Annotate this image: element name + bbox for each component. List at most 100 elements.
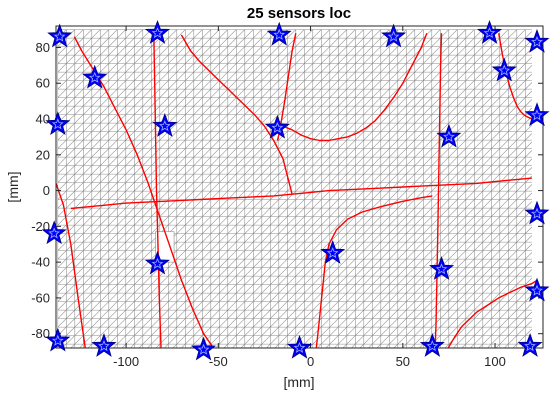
sensor-star-inner	[531, 284, 543, 296]
sensor-star-icon	[436, 123, 462, 148]
y-tick-label: 40	[36, 112, 50, 127]
sensor-star-inner	[524, 340, 536, 352]
sensor-star-icon	[45, 327, 71, 352]
sensor-star-icon	[152, 113, 178, 137]
sensor-star-icon	[524, 28, 550, 53]
curve-6	[315, 195, 433, 348]
sensor-star-icon	[82, 64, 108, 89]
sensor-star-body	[436, 123, 462, 148]
sensor-star-inner	[443, 130, 455, 142]
sensor-star-inner	[271, 121, 284, 133]
sensor-star-inner	[89, 71, 101, 83]
curve-11	[447, 279, 538, 348]
sensor-star-inner	[531, 207, 543, 219]
sensor-star-body	[144, 20, 171, 44]
sensor-star-body	[524, 200, 550, 225]
sensor-star-body	[47, 23, 73, 48]
sensor-star-icon	[477, 20, 502, 44]
curve-1	[70, 177, 532, 210]
mesh-lines	[57, 29, 533, 348]
sensor-star-icon	[419, 333, 445, 357]
sensor-star-body	[428, 256, 455, 280]
sensor-star-inner	[52, 334, 64, 346]
sensor-star-body	[419, 333, 445, 357]
x-tick-label: 0	[307, 354, 314, 369]
y-tick-label: 0	[43, 183, 50, 198]
sensor-star-icon	[524, 277, 550, 302]
sensor-star-icon	[266, 21, 292, 46]
curve-7	[56, 183, 86, 348]
sensor-star-icon	[144, 250, 171, 275]
curve-9	[434, 33, 443, 348]
sensor-star-body	[286, 334, 313, 359]
sensor-star-icon	[428, 256, 455, 280]
sensor-star-icon	[491, 57, 517, 82]
sensor-star-icon	[264, 114, 290, 139]
red-curves	[56, 32, 538, 348]
sensor-star-icon	[45, 111, 71, 136]
sensor-star-body	[144, 250, 171, 275]
sensor-star-body	[517, 333, 543, 357]
y-tick-label: -40	[31, 255, 50, 270]
sensor-star-icon	[517, 333, 543, 357]
sensor-star-inner	[197, 343, 210, 355]
sensor-star-inner	[387, 30, 400, 42]
sensor-star-inner	[293, 341, 306, 353]
sensor-star-inner	[435, 263, 448, 275]
sensor-star-body	[45, 327, 71, 352]
sensor-star-icon	[381, 23, 407, 48]
y-tick-label: 20	[36, 147, 50, 162]
x-tick-label: -100	[113, 354, 139, 369]
y-axis-label: [mm]	[5, 171, 21, 202]
sensor-star-icon	[47, 23, 73, 48]
sensor-star-inner	[531, 36, 543, 47]
x-tick-label: 50	[396, 354, 410, 369]
sensor-star-body	[264, 114, 290, 139]
sensor-star-body	[524, 102, 550, 127]
sensor-star-icon	[524, 200, 550, 225]
sensor-star-inner	[273, 28, 286, 40]
y-tick-label: 60	[36, 76, 50, 91]
sensor-star-icon	[91, 333, 117, 357]
sensor-star-inner	[159, 120, 171, 132]
x-tick-label: -50	[209, 354, 228, 369]
sensor-star-inner	[326, 247, 339, 259]
sensor-star-body	[266, 21, 292, 46]
sensor-star-inner	[151, 257, 164, 269]
sensor-star-body	[477, 20, 502, 44]
curve-4	[282, 32, 428, 142]
sensor-star-body	[524, 28, 550, 53]
y-tick-label: -60	[31, 290, 50, 305]
sensor-star-icon	[286, 334, 313, 359]
sensor-star-inner	[53, 30, 66, 42]
sensor-star-icon	[191, 336, 217, 361]
sensor-star-body	[91, 333, 117, 357]
sensor-star-inner	[48, 227, 60, 239]
sensor-star-body	[41, 220, 67, 245]
sensor-star-body	[82, 64, 108, 89]
sensor-star-inner	[98, 340, 110, 352]
sensor-star-body	[491, 57, 517, 82]
plate-mesh	[57, 29, 533, 348]
sensor-star-body	[320, 240, 346, 264]
curve-8	[153, 33, 162, 348]
sensor-star-inner	[52, 118, 64, 130]
sensor-star-inner	[483, 27, 496, 39]
sensor-star-inner	[531, 109, 543, 121]
sensor-star-body	[152, 113, 178, 137]
sensor-star-body	[524, 277, 550, 302]
sensor-star-inner	[498, 64, 510, 76]
x-axis-label: [mm]	[283, 374, 314, 390]
sensor-star-body	[191, 336, 217, 361]
chart-title: 25 sensors loc	[247, 5, 351, 22]
y-tick-label: -80	[31, 326, 50, 341]
x-tick-label: 100	[484, 354, 506, 369]
sensor-star-icon	[41, 220, 67, 245]
y-tick-label: 80	[36, 40, 50, 55]
sensor-star-inner	[151, 27, 164, 39]
sensor-markers	[41, 20, 550, 361]
sensor-star-inner	[426, 340, 439, 352]
sensor-star-icon	[320, 240, 346, 264]
